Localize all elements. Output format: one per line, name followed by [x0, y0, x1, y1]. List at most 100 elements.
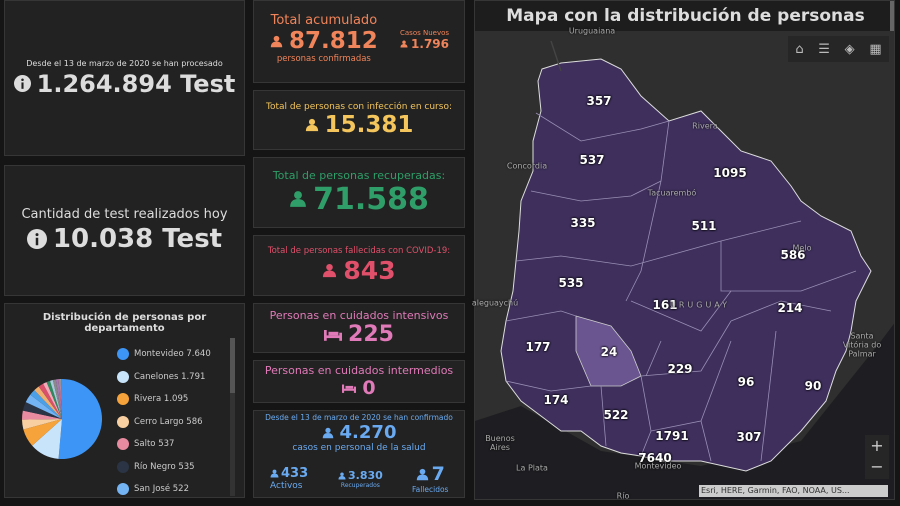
tests-total-panel: Desde el 13 de marzo de 2020 se han proc…: [4, 0, 245, 156]
map-attribution[interactable]: Esri, HERE, Garmin, FAO, NOAA, US...: [699, 485, 888, 497]
department-count-label[interactable]: 1095: [713, 166, 747, 180]
map-canvas[interactable]: [475, 1, 895, 500]
department-count-label[interactable]: 174: [543, 393, 569, 407]
legend-label: Salto 537: [134, 439, 175, 450]
person-icon: [416, 468, 429, 481]
pie-slice[interactable]: [58, 379, 62, 419]
recuperadas-value: 71.588: [313, 181, 429, 217]
fallecidas-value: 843: [343, 256, 396, 285]
legend-item[interactable]: San José 522: [117, 478, 211, 501]
legend-label: Río Negro 535: [134, 461, 195, 472]
pie-slice[interactable]: [46, 380, 62, 419]
pie-slice[interactable]: [55, 379, 62, 419]
pie-slice[interactable]: [34, 386, 62, 419]
legend-label: Rivera 1.095: [134, 394, 189, 405]
pie-slice[interactable]: [30, 390, 62, 419]
place-label: Uruguaiana: [568, 26, 616, 36]
department-count-label[interactable]: 586: [780, 248, 806, 262]
intermedios-value: 0: [362, 377, 376, 399]
department-count-label[interactable]: 7640: [638, 451, 672, 465]
pie-slice[interactable]: [23, 419, 63, 446]
pie-slice[interactable]: [60, 379, 62, 419]
info-icon: [14, 75, 31, 92]
department-count-label[interactable]: 1791: [655, 429, 689, 443]
pie-slice[interactable]: [22, 402, 62, 419]
zoom-out-button[interactable]: −: [870, 457, 884, 476]
map-scrollbar[interactable]: [890, 1, 894, 31]
department-count-label[interactable]: 229: [667, 362, 693, 376]
salud-caption: Desde el 13 de marzo de 2020 se han conf…: [265, 413, 453, 422]
en-curso-title: Total de personas con infección en curso…: [266, 102, 452, 112]
fallecidos-value: 7: [431, 463, 445, 485]
department-count-label[interactable]: 335: [570, 216, 596, 230]
department-count-label[interactable]: 161: [652, 298, 678, 312]
legend-icon[interactable]: ☰: [818, 41, 830, 57]
recuperados-value: 3.830: [348, 469, 383, 482]
place-label: Concordia: [506, 161, 548, 171]
department-count-label[interactable]: 307: [736, 430, 762, 444]
legend-swatch: [117, 460, 129, 473]
department-count-label[interactable]: 511: [691, 219, 717, 233]
legend-scrollbar[interactable]: [230, 338, 235, 496]
place-label: La Plata: [516, 463, 548, 473]
legend-item[interactable]: Río Negro 535: [117, 456, 211, 479]
person-icon: [305, 118, 319, 132]
place-label: Melo: [792, 243, 812, 253]
map-panel[interactable]: Mapa con la distribución de personas ⌂ ☰ ◈…: [474, 0, 895, 500]
department-count-label[interactable]: 214: [777, 301, 803, 315]
pie-slice[interactable]: [25, 394, 63, 419]
legend-item[interactable]: Montevideo 7.640: [117, 343, 211, 366]
infeccion-en-curso-card: Total de personas con infección en curso…: [253, 90, 465, 150]
pie-slice[interactable]: [38, 383, 62, 419]
legend-label: Cerro Largo 586: [134, 416, 203, 427]
legend-item[interactable]: Rivera 1.095: [117, 388, 211, 411]
person-icon: [322, 263, 337, 278]
basemap-gallery-icon[interactable]: ▦: [869, 41, 882, 57]
department-count-label[interactable]: 357: [586, 94, 612, 108]
info-icon: [27, 229, 47, 249]
layers-icon[interactable]: ◈: [844, 41, 855, 57]
person-icon: [338, 472, 346, 480]
place-label: Buenos Aires: [485, 434, 515, 452]
legend-item[interactable]: Cerro Largo 586: [117, 411, 211, 434]
pie-slice[interactable]: [43, 382, 62, 419]
department-count-label[interactable]: 96: [737, 375, 755, 389]
recuperados-label: Recuperados: [340, 482, 380, 489]
home-icon[interactable]: ⌂: [795, 41, 804, 57]
legend-swatch: [117, 348, 129, 361]
department-count-label[interactable]: 24: [600, 345, 618, 359]
intensivos-title: Personas en cuidados intensivos: [269, 309, 449, 322]
pie-slice[interactable]: [32, 419, 62, 459]
zoom-in-button[interactable]: +: [870, 436, 884, 455]
pie-slice[interactable]: [49, 380, 62, 419]
pie-slice[interactable]: [52, 379, 62, 419]
tests-today-panel: Cantidad de test realizados hoy 10.038 T…: [4, 165, 245, 296]
legend-item[interactable]: Canelones 1.791: [117, 366, 211, 389]
department-count-label[interactable]: 177: [525, 340, 551, 354]
person-icon: [270, 469, 279, 478]
acumulado-subtitle: personas confirmadas: [276, 54, 371, 64]
department-count-label[interactable]: 535: [558, 276, 584, 290]
place-label: URUGUAY: [669, 300, 731, 310]
legend-item[interactable]: Salto 537: [117, 433, 211, 456]
fallecidos-label: Fallecidos: [412, 485, 449, 494]
person-icon: [270, 35, 283, 48]
zoom-controls: + −: [865, 435, 889, 479]
legend-label: Canelones 1.791: [134, 371, 206, 382]
acumulado-value: 87.812: [289, 28, 378, 54]
legend-swatch: [117, 393, 129, 406]
department-count-label[interactable]: 90: [804, 379, 822, 393]
department-count-label[interactable]: 522: [603, 408, 629, 422]
place-label: Montevideo: [634, 461, 682, 471]
salud-subtitle: casos en personal de la salud: [292, 443, 426, 453]
personal-salud-card: Desde el 13 de marzo de 2020 se han conf…: [253, 410, 465, 498]
intensivos-value: 225: [348, 322, 394, 347]
legend-swatch: [117, 438, 129, 451]
map-title-bar: Mapa con la distribución de personas: [475, 1, 894, 31]
pie-slice[interactable]: [22, 419, 62, 430]
pie-slice[interactable]: [58, 379, 102, 459]
intensivos-card: Personas en cuidados intensivos 225: [253, 303, 465, 353]
place-label: Rivera: [692, 121, 718, 131]
department-count-label[interactable]: 537: [579, 153, 605, 167]
pie-slice[interactable]: [22, 410, 62, 420]
